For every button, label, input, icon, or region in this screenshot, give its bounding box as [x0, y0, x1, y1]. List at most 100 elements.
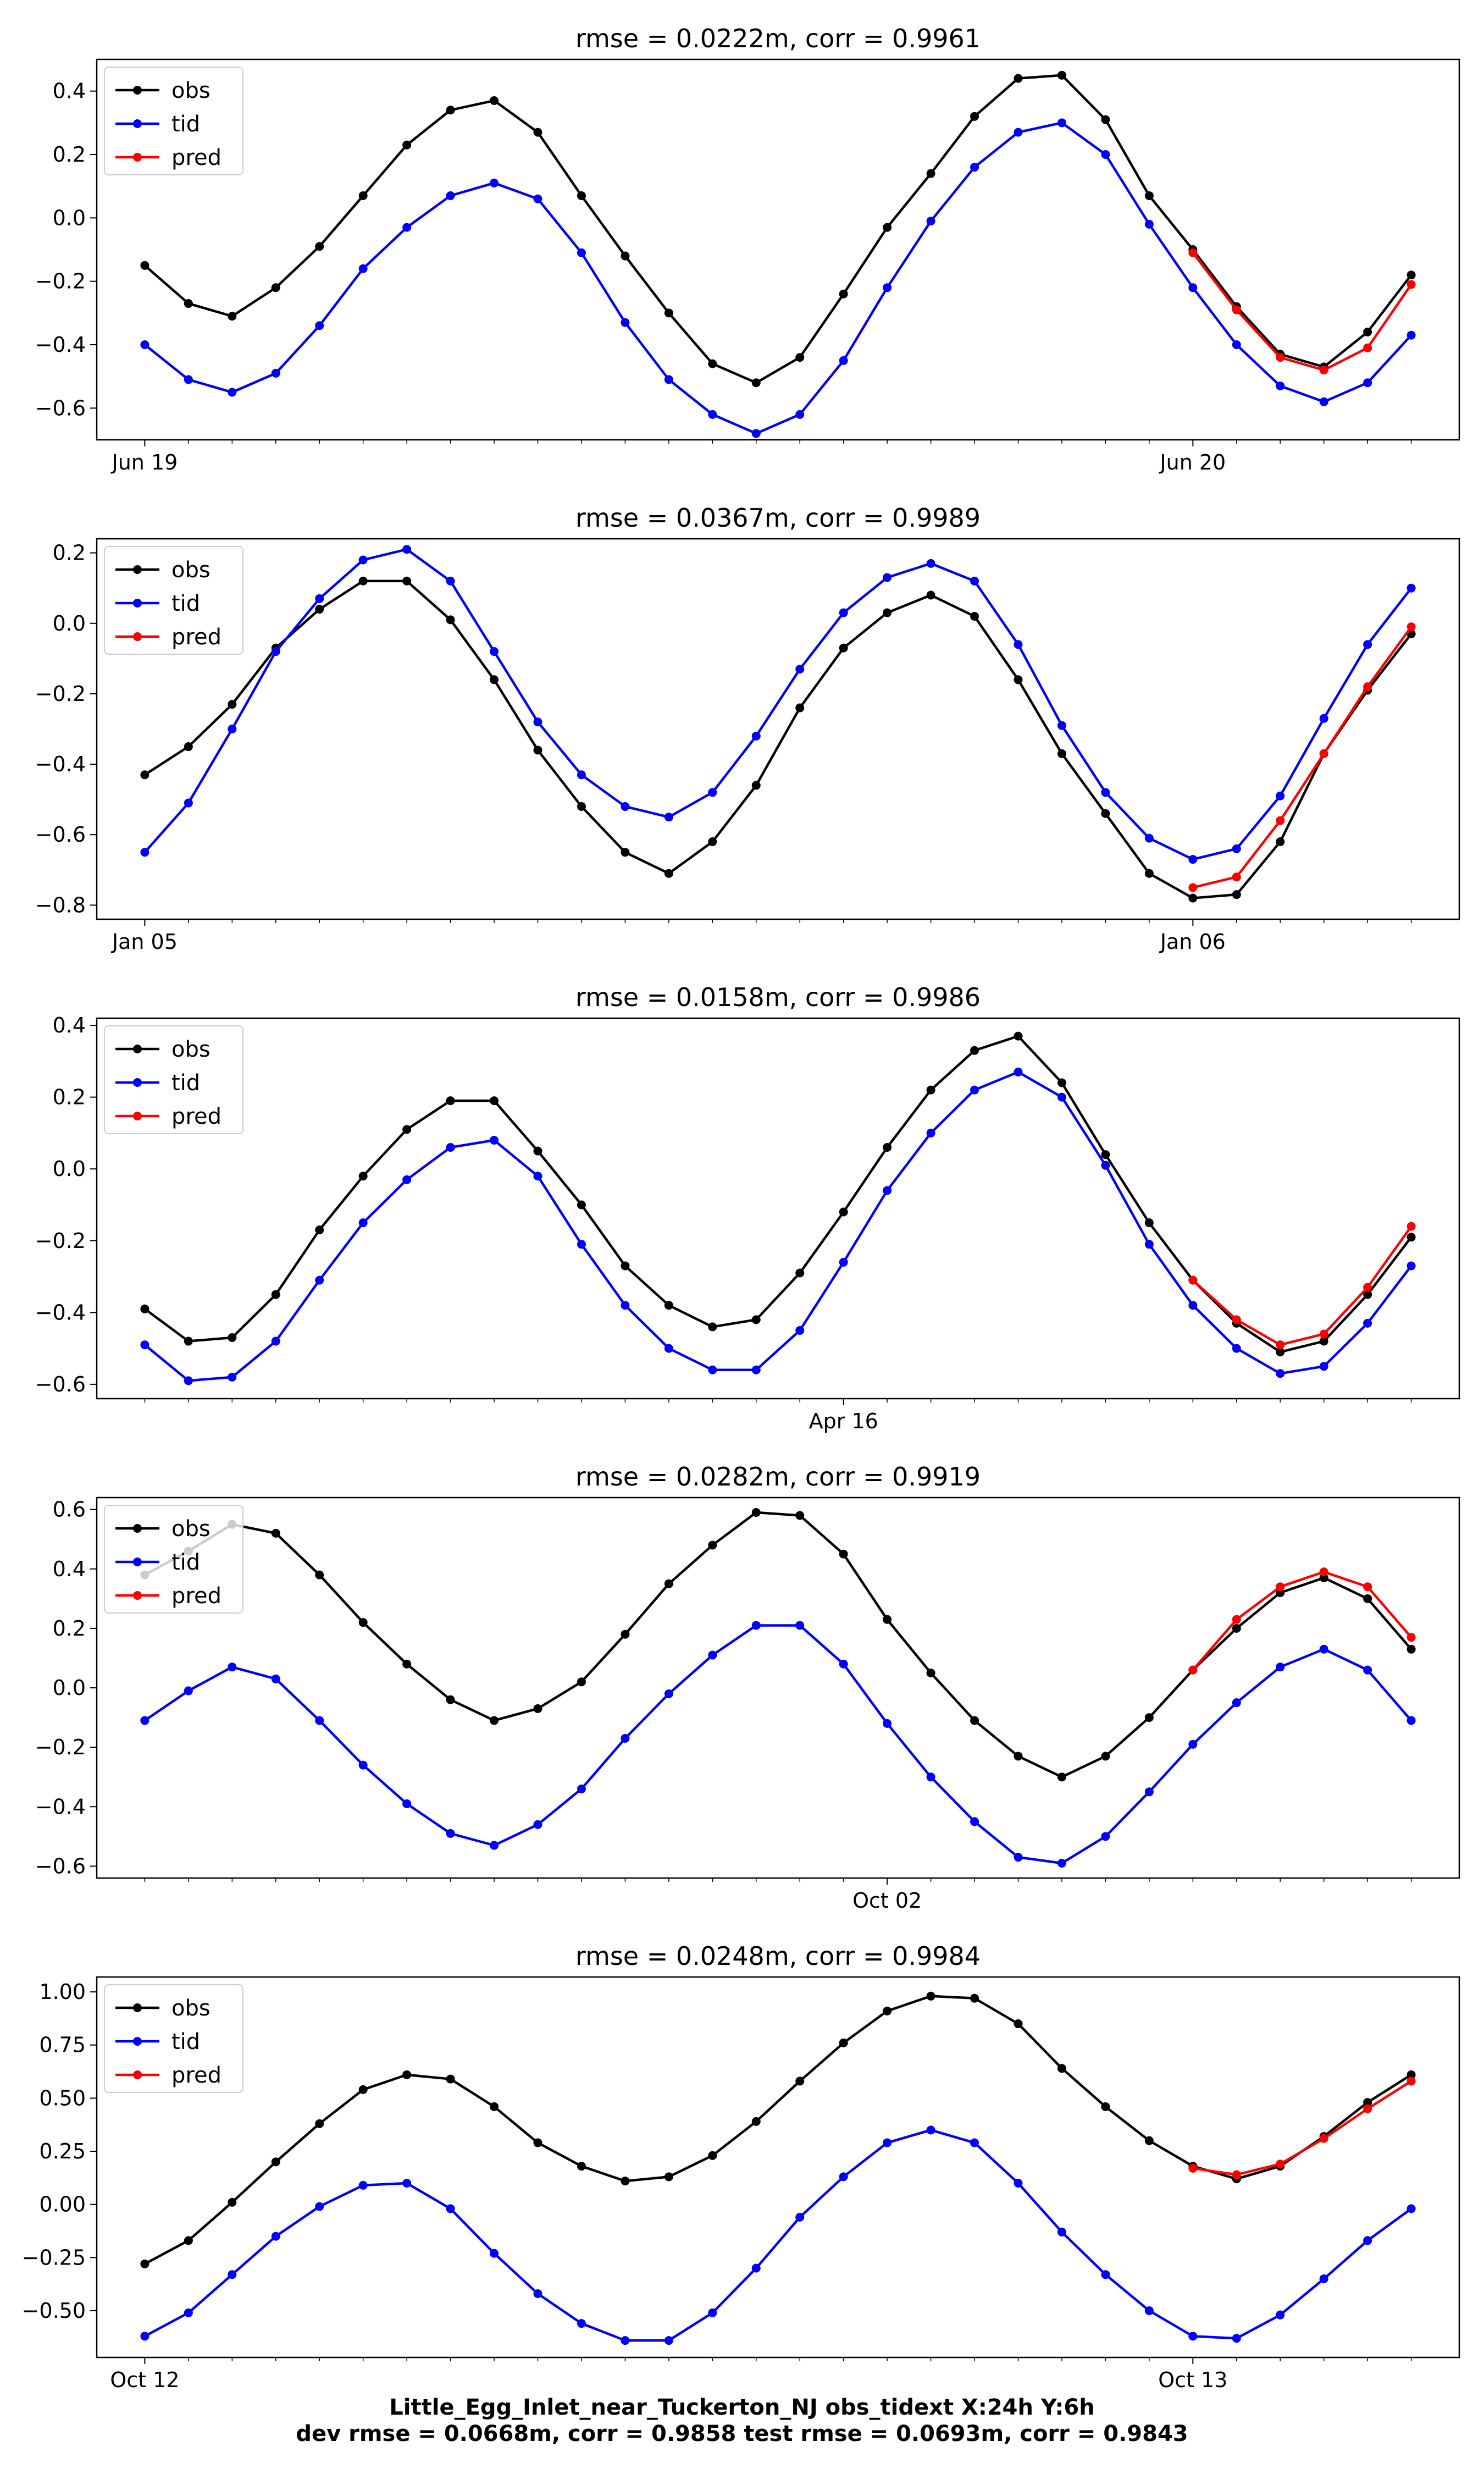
data-point-tid — [970, 163, 979, 172]
data-point-obs — [490, 96, 499, 105]
data-point-tid — [271, 2232, 280, 2241]
data-point-tid — [402, 1175, 412, 1184]
legend: obs tid pred — [104, 1025, 243, 1134]
data-point-tid — [970, 2138, 979, 2147]
data-point-obs — [1407, 1233, 1416, 1242]
data-point-obs — [140, 261, 149, 270]
data-point-tid — [140, 2332, 149, 2341]
data-point-tid — [664, 375, 673, 384]
data-point-pred — [1276, 2160, 1285, 2169]
y-tick-label: 0.25 — [39, 2139, 86, 2163]
data-point-tid — [402, 545, 412, 554]
data-point-obs — [883, 1615, 892, 1624]
data-point-tid — [533, 194, 542, 203]
y-tick-label: 0.0 — [53, 611, 86, 636]
chart-panel-3: rmse = 0.0158m, corr = 0.9986 −0.6 −0.4 −0.… — [35, 982, 1460, 1433]
data-point-tid — [140, 848, 149, 857]
data-point-obs — [184, 1337, 193, 1346]
data-point-obs — [140, 2259, 149, 2268]
data-point-obs — [839, 1207, 848, 1217]
data-point-pred — [1407, 1222, 1416, 1231]
y-tick-label: 0.4 — [53, 1013, 86, 1037]
legend-label-pred: pred — [171, 145, 222, 170]
data-point-obs — [533, 2138, 542, 2147]
data-point-obs — [839, 643, 848, 653]
data-point-obs — [751, 2117, 761, 2126]
chart-panel-4: rmse = 0.0282m, corr = 0.9919 −0.6 −0.4 −0.… — [35, 1462, 1460, 1913]
y-tick-label: −0.25 — [22, 2245, 86, 2269]
data-point-tid — [1319, 397, 1328, 406]
data-point-obs — [621, 2177, 630, 2186]
legend-label-obs: obs — [171, 78, 211, 103]
legend-marker-pred — [133, 632, 142, 641]
legend-marker-tid — [133, 1558, 142, 1566]
data-point-tid — [271, 368, 280, 378]
legend-marker-pred — [133, 1591, 142, 1600]
legend-label-obs: obs — [171, 557, 211, 583]
data-point-tid — [315, 1716, 324, 1725]
data-point-obs — [358, 191, 368, 200]
data-point-tid — [621, 1301, 630, 1310]
data-point-obs — [228, 1333, 237, 1343]
data-point-tid — [926, 2125, 935, 2135]
data-point-tid — [1363, 378, 1372, 388]
data-point-tid — [1276, 791, 1285, 800]
legend-marker-obs — [133, 1045, 142, 1053]
y-tick-label: −0.8 — [35, 893, 86, 917]
data-point-obs — [621, 1261, 630, 1271]
data-point-pred — [1407, 280, 1416, 289]
data-point-obs — [795, 2077, 805, 2086]
data-point-tid — [358, 2180, 368, 2190]
legend-marker-tid — [133, 119, 142, 128]
data-point-obs — [1407, 2070, 1416, 2079]
data-point-obs — [970, 1716, 979, 1725]
legend-marker-pred — [133, 2070, 142, 2079]
data-point-obs — [1101, 1150, 1110, 1159]
data-point-pred — [1276, 1340, 1285, 1350]
data-point-obs — [708, 1322, 717, 1332]
legend-marker-tid — [133, 1078, 142, 1087]
data-point-obs — [664, 308, 673, 318]
data-point-obs — [1276, 1348, 1285, 1357]
data-point-obs — [1319, 1337, 1328, 1346]
plot-area-frame — [96, 1976, 1460, 2359]
series-line-tid — [143, 122, 1413, 435]
data-point-tid — [1144, 1787, 1154, 1797]
data-point-obs — [839, 289, 848, 299]
data-point-tid — [1232, 2334, 1241, 2343]
data-point-tid — [1101, 1161, 1110, 1170]
chart-panel-5: rmse = 0.0248m, corr = 0.9984 −0.50 −0.25 0… — [22, 1941, 1460, 2392]
data-point-tid — [1188, 283, 1198, 292]
data-point-tid — [1319, 714, 1328, 723]
data-point-obs — [664, 2172, 673, 2182]
data-point-pred — [1319, 1567, 1328, 1577]
data-point-tid — [228, 1663, 237, 1672]
data-point-obs — [970, 611, 979, 621]
data-point-tid — [795, 1621, 805, 1630]
data-point-obs — [446, 615, 455, 625]
y-tick-label: 0.0 — [53, 206, 86, 230]
data-point-tid — [1014, 1853, 1023, 1862]
data-point-pred — [1232, 1615, 1241, 1624]
data-point-tid — [315, 2202, 324, 2211]
legend-marker-tid — [133, 2037, 142, 2046]
data-point-obs — [883, 2006, 892, 2015]
y-tick-label: 0.50 — [39, 2086, 86, 2110]
data-point-tid — [751, 1621, 761, 1630]
data-point-tid — [446, 191, 455, 200]
data-point-tid — [228, 388, 237, 397]
data-point-pred — [1276, 1582, 1285, 1592]
y-tick-label: 0.4 — [53, 79, 86, 103]
data-point-obs — [1101, 809, 1110, 818]
x-tick-label: Jan 05 — [111, 930, 178, 954]
x-tick-label: Jun 20 — [1159, 450, 1226, 474]
data-point-tid — [184, 2308, 193, 2317]
data-point-obs — [708, 2151, 717, 2160]
data-point-tid — [1057, 118, 1066, 128]
data-point-obs — [664, 1579, 673, 1588]
data-point-obs — [358, 2085, 368, 2094]
legend-label-tid: tid — [171, 591, 200, 616]
data-point-obs — [1188, 893, 1198, 903]
data-point-tid — [1363, 1318, 1372, 1328]
legend: obs tid pred — [104, 1984, 243, 2093]
